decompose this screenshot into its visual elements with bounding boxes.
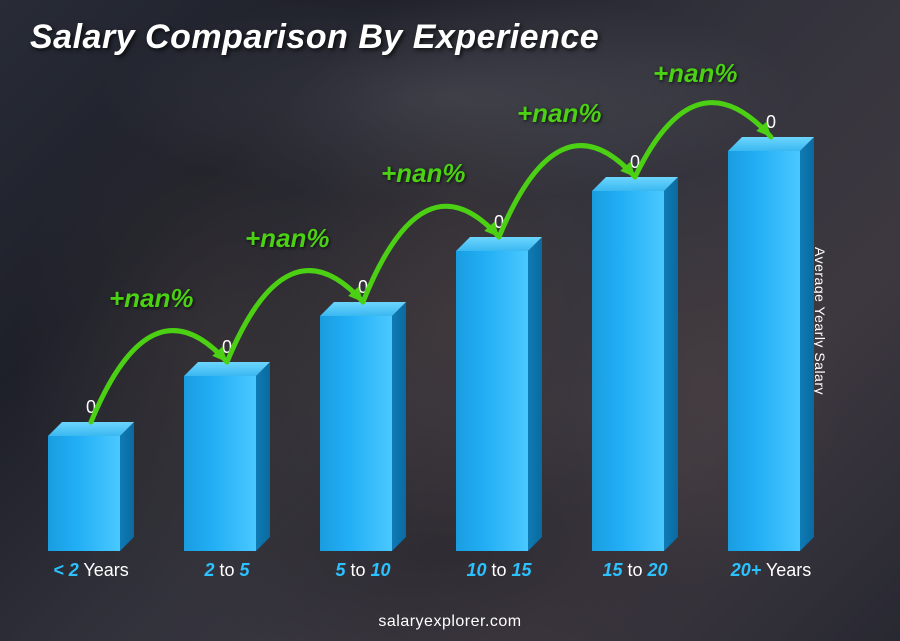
bar-side-face (528, 237, 542, 551)
bar-slot: 0 < 2 Years (26, 100, 156, 581)
bar-value-label: 0 (298, 277, 428, 298)
x-label-part: to (622, 560, 647, 580)
bar-x-label: 5 to 10 (298, 560, 428, 581)
x-label-part: 15 (512, 560, 532, 580)
bar-front-face (320, 316, 392, 551)
bar-side-face (120, 422, 134, 551)
x-label-part: 15 (602, 560, 622, 580)
bar-front-face (456, 251, 528, 551)
bar-slot: 0 15 to 20 (570, 100, 700, 581)
bar-x-label: 15 to 20 (570, 560, 700, 581)
bar-value-label: 0 (434, 212, 564, 233)
bar (184, 376, 270, 551)
delta-label: +nan% (245, 223, 330, 254)
bar (48, 436, 134, 551)
bar-front-face (184, 376, 256, 551)
bar-slot: 0 20+ Years (706, 100, 836, 581)
chart-title: Salary Comparison By Experience (30, 18, 599, 57)
x-label-part: to (486, 560, 511, 580)
bar-front-face (48, 436, 120, 551)
bar-side-face (664, 177, 678, 551)
bar-slot: 0 2 to 5 (162, 100, 292, 581)
bar-top-face (728, 137, 814, 151)
bar (592, 191, 678, 551)
bar-top-face (184, 362, 270, 376)
x-label-part: 5 (240, 560, 250, 580)
x-label-part: 20 (648, 560, 668, 580)
bar-x-label: 10 to 15 (434, 560, 564, 581)
bar-x-label: 20+ Years (706, 560, 836, 581)
bar-x-label: 2 to 5 (162, 560, 292, 581)
bar (456, 251, 542, 551)
delta-label: +nan% (517, 98, 602, 129)
delta-label: +nan% (653, 58, 738, 89)
x-label-part: 20+ (731, 560, 762, 580)
bar-side-face (800, 137, 814, 551)
delta-label: +nan% (109, 283, 194, 314)
bar-top-face (456, 237, 542, 251)
x-label-part: < 2 (53, 560, 79, 580)
x-label-part: 10 (466, 560, 486, 580)
bar (728, 151, 814, 551)
bar-value-label: 0 (162, 337, 292, 358)
x-label-part: 5 (335, 560, 345, 580)
bar-top-face (48, 422, 134, 436)
footer-attribution: salaryexplorer.com (0, 613, 900, 631)
bar-value-label: 0 (706, 112, 836, 133)
bar-top-face (320, 302, 406, 316)
x-label-part: to (345, 560, 370, 580)
bar-value-label: 0 (570, 152, 700, 173)
x-label-part: Years (79, 560, 129, 580)
chart-area: 0 < 2 Years 0 2 to 5 0 5 to 10 0 10 to 15 0 15 to… (20, 100, 850, 581)
x-label-part: 10 (371, 560, 391, 580)
bar-side-face (392, 302, 406, 551)
x-label-part: Years (761, 560, 811, 580)
bar-side-face (256, 362, 270, 551)
x-label-part: to (214, 560, 239, 580)
bar-value-label: 0 (26, 397, 156, 418)
bar-front-face (728, 151, 800, 551)
bar-front-face (592, 191, 664, 551)
delta-label: +nan% (381, 158, 466, 189)
bar (320, 316, 406, 551)
bar-x-label: < 2 Years (26, 560, 156, 581)
bar-top-face (592, 177, 678, 191)
x-label-part: 2 (204, 560, 214, 580)
